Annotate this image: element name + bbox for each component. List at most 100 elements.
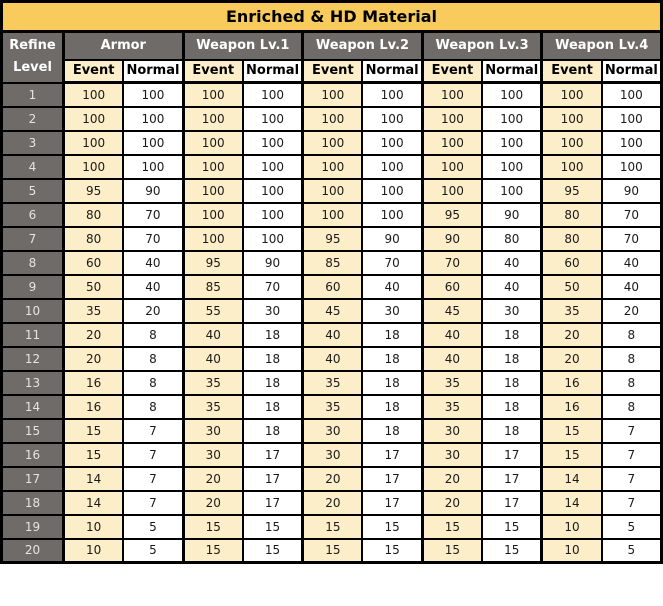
table-row: 5 95 90 100 100 100 100 100 100 95 90 <box>0 177 663 204</box>
rate-cell: 100 <box>301 177 364 204</box>
rate-cell: 70 <box>361 249 424 276</box>
rate-cell: 18 <box>481 393 543 420</box>
rate-cell: 17 <box>361 489 424 516</box>
rate-cell: 15 <box>481 537 543 564</box>
table-title: Enriched & HD Material <box>0 0 663 33</box>
rate-cell: 100 <box>62 129 125 156</box>
rate-cell: 90 <box>361 225 424 252</box>
rate-cell: 100 <box>181 153 244 180</box>
sub-header-normal: Normal <box>241 58 304 84</box>
rate-cell: 60 <box>62 249 125 276</box>
rate-cell: 85 <box>301 249 364 276</box>
rate-cell: 8 <box>600 369 663 396</box>
rate-cell: 14 <box>62 489 125 516</box>
table-row: 13 16 8 35 18 35 18 35 18 16 8 <box>0 369 663 396</box>
rate-cell: 30 <box>481 297 543 324</box>
rate-cell: 95 <box>181 249 244 276</box>
rate-cell: 15 <box>181 513 244 540</box>
rate-cell: 17 <box>481 489 543 516</box>
rate-cell: 60 <box>420 273 484 300</box>
level-cell: 6 <box>0 201 65 228</box>
rate-cell: 8 <box>122 321 185 348</box>
rate-cell: 20 <box>122 297 185 324</box>
rate-cell: 10 <box>540 537 603 564</box>
level-cell: 20 <box>0 537 65 564</box>
rate-cell: 100 <box>62 153 125 180</box>
level-cell: 5 <box>0 177 65 204</box>
group-header-weapon-lv1: Weapon Lv.1 <box>181 30 304 61</box>
rate-cell: 14 <box>62 465 125 492</box>
rate-cell: 14 <box>540 465 603 492</box>
rate-cell: 20 <box>420 465 484 492</box>
rate-cell: 100 <box>181 225 244 252</box>
rate-cell: 8 <box>122 345 185 372</box>
table-row: 4 100 100 100 100 100 100 100 100 100 100 <box>0 153 663 180</box>
rate-cell: 18 <box>241 345 304 372</box>
rate-cell: 7 <box>122 441 185 468</box>
rate-cell: 5 <box>600 537 663 564</box>
rate-cell: 100 <box>241 129 304 156</box>
rate-cell: 100 <box>62 81 125 108</box>
rate-cell: 100 <box>540 81 603 108</box>
rate-cell: 18 <box>481 369 543 396</box>
rate-cell: 100 <box>420 153 484 180</box>
rate-cell: 100 <box>420 129 484 156</box>
table-row: 10 35 20 55 30 45 30 45 30 35 20 <box>0 297 663 324</box>
rate-cell: 90 <box>241 249 304 276</box>
rate-cell: 7 <box>122 465 185 492</box>
level-cell: 18 <box>0 489 65 516</box>
rate-cell: 30 <box>361 297 424 324</box>
rate-cell: 100 <box>122 81 185 108</box>
rate-cell: 100 <box>241 153 304 180</box>
rate-cell: 8 <box>600 321 663 348</box>
level-cell: 13 <box>0 369 65 396</box>
rate-cell: 100 <box>122 105 185 132</box>
rate-cell: 100 <box>540 129 603 156</box>
sub-header-normal: Normal <box>481 58 543 84</box>
rate-cell: 85 <box>181 273 244 300</box>
rate-cell: 95 <box>301 225 364 252</box>
level-cell: 10 <box>0 297 65 324</box>
rate-cell: 7 <box>122 417 185 444</box>
table-row: 16 15 7 30 17 30 17 30 17 15 7 <box>0 441 663 468</box>
rate-cell: 15 <box>181 537 244 564</box>
rate-cell: 100 <box>600 153 663 180</box>
rate-cell: 100 <box>241 177 304 204</box>
rate-cell: 100 <box>540 153 603 180</box>
rate-cell: 40 <box>481 249 543 276</box>
rate-cell: 95 <box>420 201 484 228</box>
table-row: 15 15 7 30 18 30 18 30 18 15 7 <box>0 417 663 444</box>
rate-cell: 7 <box>122 489 185 516</box>
level-cell: 15 <box>0 417 65 444</box>
rate-cell: 45 <box>420 297 484 324</box>
rate-cell: 15 <box>420 537 484 564</box>
rate-cell: 18 <box>481 321 543 348</box>
rate-cell: 95 <box>62 177 125 204</box>
level-cell: 4 <box>0 153 65 180</box>
rate-cell: 100 <box>361 129 424 156</box>
rate-cell: 100 <box>181 81 244 108</box>
table-row: 6 80 70 100 100 100 100 95 90 80 70 <box>0 201 663 228</box>
rate-cell: 20 <box>301 465 364 492</box>
rate-cell: 17 <box>361 441 424 468</box>
rate-cell: 100 <box>361 177 424 204</box>
rate-cell: 100 <box>361 105 424 132</box>
rate-cell: 18 <box>241 369 304 396</box>
rate-cell: 16 <box>540 393 603 420</box>
rate-cell: 18 <box>241 393 304 420</box>
rate-cell: 100 <box>181 105 244 132</box>
rate-cell: 15 <box>540 417 603 444</box>
rate-cell: 100 <box>301 201 364 228</box>
rate-cell: 100 <box>241 105 304 132</box>
rate-cell: 15 <box>62 417 125 444</box>
rate-cell: 40 <box>181 345 244 372</box>
sub-header-normal: Normal <box>361 58 424 84</box>
rate-cell: 20 <box>540 321 603 348</box>
rate-cell: 35 <box>420 393 484 420</box>
rate-cell: 8 <box>122 393 185 420</box>
table-body: 1 100 100 100 100 100 100 100 100 100 100 2 100 100 10… <box>0 81 663 564</box>
rate-cell: 100 <box>481 177 543 204</box>
table-row: 20 10 5 15 15 15 15 15 15 10 5 <box>0 537 663 564</box>
refine-level-header-line2: Level <box>13 60 52 76</box>
rate-cell: 14 <box>540 489 603 516</box>
